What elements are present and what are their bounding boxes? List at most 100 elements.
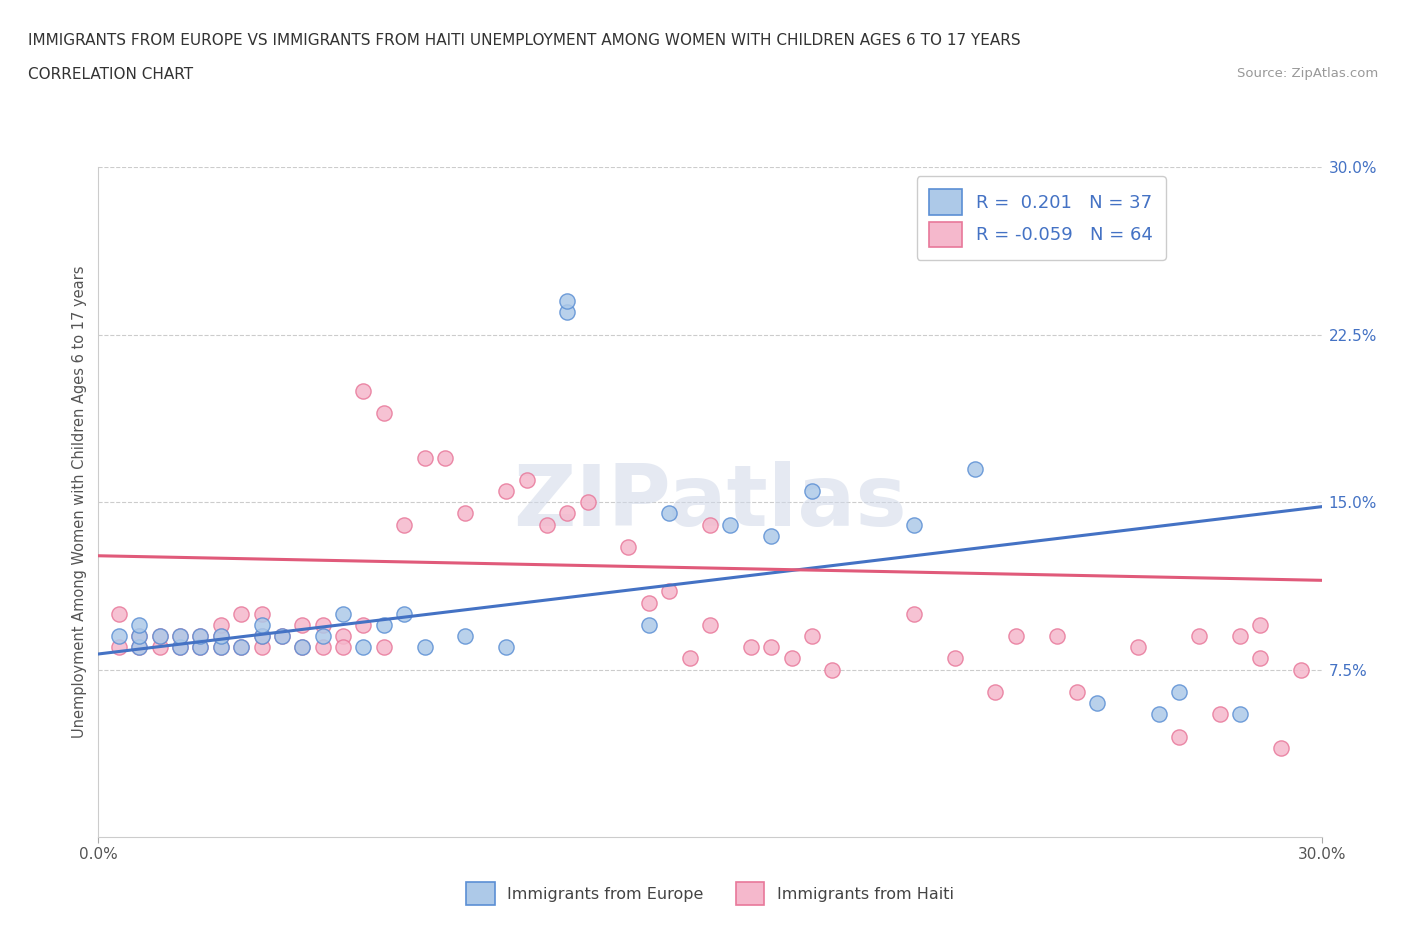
Point (373, 640, 395, 655)
Point (1229, 707, 1251, 722)
Point (1291, 662, 1313, 677)
Point (270, 629, 294, 644)
Point (1167, 729, 1189, 744)
Point (169, 629, 191, 644)
Point (1128, 640, 1150, 655)
Point (761, 640, 783, 655)
Point (188, 640, 212, 655)
Point (392, 517, 416, 532)
Point (332, 629, 354, 644)
Point (720, 517, 742, 532)
Point (108, 640, 131, 655)
Point (108, 606, 131, 621)
Point (188, 640, 212, 655)
Point (495, 640, 517, 655)
Point (434, 450, 457, 465)
Point (231, 606, 253, 621)
Point (188, 629, 212, 644)
Point (250, 629, 273, 644)
Point (209, 629, 232, 644)
Point (536, 517, 558, 532)
Point (1045, 629, 1069, 644)
Point (1167, 684, 1189, 699)
Point (373, 618, 395, 632)
Point (332, 640, 354, 655)
Point (352, 640, 374, 655)
Point (1249, 618, 1271, 632)
Point (312, 640, 335, 655)
Point (392, 606, 416, 621)
Point (761, 528, 783, 543)
Point (149, 640, 172, 655)
Point (250, 629, 273, 644)
Point (128, 629, 150, 644)
Point (149, 629, 172, 644)
Point (332, 606, 354, 621)
Point (801, 629, 824, 644)
Text: CORRELATION CHART: CORRELATION CHART (28, 67, 193, 82)
Text: Source: ZipAtlas.com: Source: ZipAtlas.com (1237, 67, 1378, 80)
Point (1188, 629, 1211, 644)
Point (128, 629, 150, 644)
Legend: Immigrants from Europe, Immigrants from Haiti: Immigrants from Europe, Immigrants from … (454, 871, 966, 916)
Point (557, 305, 579, 320)
Point (188, 629, 212, 644)
Point (108, 629, 131, 644)
Point (291, 640, 314, 655)
Point (965, 461, 987, 476)
Point (557, 506, 579, 521)
Point (1085, 696, 1108, 711)
Point (557, 294, 579, 309)
Point (209, 618, 232, 632)
Point (984, 684, 1007, 699)
Point (250, 640, 273, 655)
Point (638, 595, 661, 610)
Point (291, 618, 314, 632)
Point (209, 629, 232, 644)
Point (373, 405, 395, 420)
Point (943, 651, 966, 666)
Point (209, 640, 232, 655)
Text: IMMIGRANTS FROM EUROPE VS IMMIGRANTS FROM HAITI UNEMPLOYMENT AMONG WOMEN WITH CH: IMMIGRANTS FROM EUROPE VS IMMIGRANTS FRO… (28, 33, 1021, 47)
Point (231, 640, 253, 655)
Point (128, 640, 150, 655)
Point (658, 584, 681, 599)
Point (270, 629, 294, 644)
Point (454, 506, 477, 521)
Point (658, 506, 681, 521)
Point (149, 629, 172, 644)
Point (312, 629, 335, 644)
Point (576, 495, 599, 510)
Point (638, 618, 661, 632)
Point (699, 618, 721, 632)
Point (699, 517, 721, 532)
Point (617, 539, 640, 554)
Point (169, 640, 191, 655)
Point (291, 640, 314, 655)
Point (1249, 651, 1271, 666)
Point (352, 618, 374, 632)
Point (903, 517, 925, 532)
Point (128, 640, 150, 655)
Point (250, 606, 273, 621)
Point (1004, 629, 1026, 644)
Point (312, 618, 335, 632)
Text: ZIPatlas: ZIPatlas (513, 460, 907, 544)
Point (231, 640, 253, 655)
Y-axis label: Unemployment Among Women with Children Ages 6 to 17 years: Unemployment Among Women with Children A… (72, 266, 87, 738)
Point (352, 383, 374, 398)
Point (169, 629, 191, 644)
Point (1229, 629, 1251, 644)
Point (516, 472, 538, 487)
Point (413, 640, 436, 655)
Point (679, 651, 702, 666)
Point (740, 640, 762, 655)
Point (1270, 740, 1292, 755)
Point (1147, 707, 1170, 722)
Point (801, 484, 824, 498)
Point (821, 662, 844, 677)
Point (495, 484, 517, 498)
Point (209, 640, 232, 655)
Point (413, 450, 436, 465)
Point (128, 618, 150, 632)
